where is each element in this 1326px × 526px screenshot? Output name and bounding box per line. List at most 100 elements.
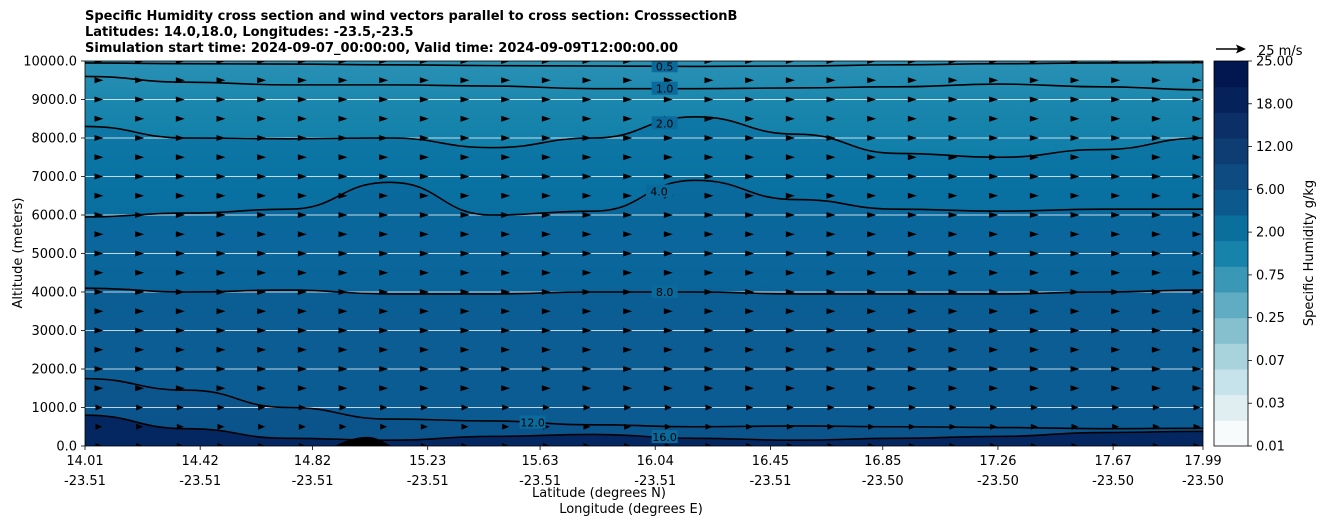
wind-vector-arrow xyxy=(623,231,633,238)
wind-vector-arrow xyxy=(94,115,104,122)
colorbar-ticks: 0.01 0.03 0.07 0.25 0.75 2.00 6.00 12.00 18.00 25… xyxy=(1248,55,1293,455)
wind-vector-arrow xyxy=(216,327,226,334)
x-tick-label-lon-14.42: -23.51 xyxy=(179,474,221,489)
wind-vector-arrow xyxy=(745,346,755,353)
wind-vector-arrow xyxy=(175,269,185,276)
wind-vector-arrow xyxy=(948,269,958,276)
wind-vector-arrow xyxy=(1192,269,1202,276)
wind-vector-arrow xyxy=(298,423,306,430)
wind-vector-arrow xyxy=(460,366,470,372)
contour-label-background xyxy=(646,184,673,198)
colorbar-tick-label-18.00: 18.00 xyxy=(1256,97,1293,112)
x-axis-label-longitude: Longitude (degrees E) xyxy=(559,502,703,517)
plot-area: 0.5 1.0 2.0 4.0 8.0 12.0 16.0 xyxy=(85,61,1203,446)
wind-vector-arrow xyxy=(663,135,673,141)
wind-vector-arrow xyxy=(419,366,429,372)
wind-vector-arrow xyxy=(257,115,267,122)
wind-vector-arrow xyxy=(175,308,185,315)
wind-vector-arrow xyxy=(663,269,673,276)
chart-title-line-1: Specific Humidity cross section and wind… xyxy=(85,9,738,24)
wind-vector-arrow xyxy=(1151,173,1161,180)
wind-vector-arrow xyxy=(1111,96,1121,103)
wind-vector-arrow xyxy=(419,346,429,353)
wind-vector-arrow xyxy=(948,366,958,372)
wind-vector-arrow xyxy=(257,96,267,103)
wind-vector-arrow xyxy=(907,308,917,315)
wind-vector-arrow xyxy=(623,154,633,161)
wind-vector-arrow xyxy=(989,346,999,353)
wind-vector-arrow xyxy=(338,61,348,64)
wind-vector-arrow xyxy=(460,61,470,64)
wind-vector-arrow xyxy=(216,77,226,84)
wind-vector-arrow xyxy=(907,231,917,238)
wind-vector-arrow xyxy=(867,308,877,315)
wind-vector-arrow xyxy=(989,192,999,199)
wind-vector-arrow xyxy=(1192,346,1202,353)
y-tick-label-10000.0: 10000.0 xyxy=(23,55,77,70)
wind-vector-arrow xyxy=(1111,366,1121,372)
wind-vector-arrow xyxy=(420,443,428,446)
x-tick-label-lon-17.99: -23.50 xyxy=(1182,474,1224,489)
wind-vector-arrow xyxy=(176,443,184,446)
wind-vector-arrow xyxy=(867,212,877,218)
wind-vector-arrow xyxy=(745,154,755,161)
wind-vector-arrow xyxy=(582,250,592,257)
wind-vector-arrow xyxy=(297,212,307,218)
colorbar-tick-label-0.75: 0.75 xyxy=(1256,268,1285,283)
wind-vector-arrow xyxy=(1071,443,1079,446)
wind-vector-arrow xyxy=(501,154,511,161)
x-tick-label-lat-14.42: 14.42 xyxy=(182,454,219,469)
wind-vector-arrow xyxy=(907,385,917,392)
wind-vector-arrow xyxy=(623,115,633,122)
wind-vector-arrow xyxy=(1070,96,1080,103)
wind-vector-arrow xyxy=(217,443,225,446)
wind-vector-arrow xyxy=(704,96,714,103)
wind-vector-arrow xyxy=(257,269,267,276)
wind-vector-arrow xyxy=(908,404,916,411)
contour-label-2.0: 2.0 xyxy=(656,117,674,130)
wind-vector-arrow xyxy=(460,231,470,238)
wind-vector-arrow xyxy=(582,269,592,276)
wind-vector-arrow xyxy=(663,385,673,392)
wind-vector-arrow xyxy=(624,443,632,446)
contour-label-background xyxy=(519,415,546,429)
wind-vector-arrow xyxy=(541,231,551,238)
wind-vector-arrow xyxy=(338,212,348,218)
wind-vector-arrow xyxy=(582,115,592,122)
wind-vector-arrow xyxy=(623,308,633,315)
wind-vector-arrow xyxy=(501,308,511,315)
wind-vector-arrow xyxy=(1152,443,1160,446)
wind-vector-arrow xyxy=(461,423,469,430)
wind-vector-arrow xyxy=(664,404,672,411)
wind-vector-arrow xyxy=(785,366,795,372)
filled-band-12.0 xyxy=(85,378,1203,446)
wind-vector-arrow xyxy=(948,212,958,218)
wind-vector-arrow xyxy=(541,269,551,276)
wind-vector-arrow xyxy=(989,385,999,392)
wind-vector-arrow xyxy=(1070,173,1080,180)
wind-vector-arrow xyxy=(541,96,551,103)
wind-vector-arrow xyxy=(94,308,104,315)
wind-vector-arrow xyxy=(502,404,510,411)
wind-vector-arrow xyxy=(867,250,877,257)
wind-vector-arrow xyxy=(419,308,429,315)
contour-line-0.5 xyxy=(85,61,1203,68)
x-tick-label-lon-17.67: -23.50 xyxy=(1092,474,1134,489)
y-tick-label-8000.0: 8000.0 xyxy=(32,132,78,147)
contour-label-background xyxy=(651,61,678,73)
wind-vector-arrow xyxy=(582,231,592,238)
wind-vector-arrow xyxy=(785,231,795,238)
wind-vector-arrow xyxy=(623,250,633,257)
wind-vector-arrow xyxy=(623,212,633,218)
wind-vector-arrow xyxy=(338,327,348,334)
wind-vector-arrow xyxy=(257,212,267,218)
wind-vector-arrow xyxy=(826,327,836,334)
contour-line-1.0 xyxy=(85,75,1203,91)
wind-vector-arrow xyxy=(1111,77,1121,84)
wind-vector-arrow xyxy=(785,115,795,122)
wind-vector-arrow xyxy=(989,308,999,315)
wind-vector-arrow xyxy=(1192,192,1202,199)
wind-vector-arrow xyxy=(623,135,633,141)
wind-vector-arrow xyxy=(1192,385,1202,392)
wind-vector-arrow xyxy=(624,404,632,411)
